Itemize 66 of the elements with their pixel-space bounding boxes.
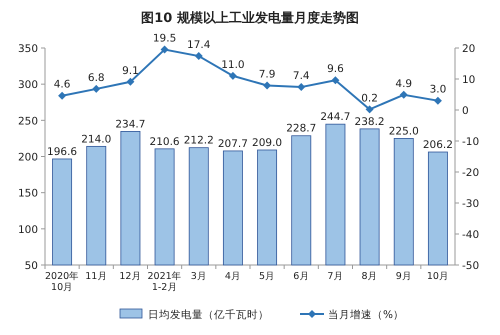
data-label: 209.0	[252, 136, 282, 149]
data-label: 234.7	[115, 118, 146, 130]
data-label: 17.4	[187, 39, 211, 52]
x-tick-label: 8月	[362, 271, 378, 282]
x-tick-label: 3月	[190, 271, 207, 282]
point	[263, 82, 272, 90]
x-tick-label: 2021年 1-2月	[147, 270, 182, 293]
y-tick-label: 350	[18, 43, 38, 55]
data-label: 19.5	[152, 32, 176, 45]
y-tick-label: 300	[18, 79, 38, 92]
y2-tick-label: -40	[462, 229, 480, 241]
point	[297, 83, 306, 92]
data-label: 225.0	[388, 125, 419, 138]
y2-tick-label: 10	[462, 74, 476, 86]
y2-tick-label: 0	[462, 105, 469, 117]
point	[160, 46, 169, 54]
y2-tick-label: 20	[462, 43, 476, 55]
data-label: 7.4	[292, 70, 310, 82]
data-label: 6.8	[88, 72, 105, 84]
data-label: 214.0	[81, 133, 112, 146]
y2-tick-label: -20	[462, 167, 480, 179]
y-tick-label: 50	[24, 260, 38, 272]
data-label: 244.7	[320, 111, 350, 124]
point	[331, 76, 340, 84]
x-tick-label: 2020年 10月	[44, 270, 80, 293]
point	[194, 52, 203, 60]
data-label: 228.7	[286, 122, 316, 135]
data-label: 196.6	[47, 146, 78, 158]
x-tick-label: 12月	[119, 271, 142, 282]
point	[126, 78, 134, 86]
point	[92, 84, 100, 93]
y2-tick-label: -30	[462, 198, 480, 210]
data-label: 212.2	[184, 134, 214, 147]
x-tick-label: 6月	[293, 271, 310, 282]
data-label: 9.1	[122, 64, 139, 77]
data-label: 207.7	[218, 138, 248, 150]
data-label: 210.6	[150, 136, 180, 148]
y2-tick-label: -10	[462, 136, 480, 148]
x-tick-label: 9月	[396, 271, 412, 282]
point	[228, 72, 237, 80]
y2-tick-label: -50	[462, 260, 480, 272]
x-tick-label: 5月	[259, 271, 276, 282]
x-tick-label: 7月	[327, 271, 344, 282]
x-tick-label: 11月	[85, 271, 108, 282]
chart-title: 图10 规模以上工业发电量月度走势图	[141, 10, 359, 26]
y-tick-label: 250	[18, 115, 38, 128]
y-tick-label: 150	[18, 188, 38, 200]
data-label: 11.0	[221, 58, 245, 71]
data-label: 7.9	[258, 68, 276, 81]
x-tick-label: 10月	[426, 271, 449, 282]
data-label: 4.9	[395, 78, 412, 90]
point	[58, 92, 66, 100]
x-tick-label: 4月	[224, 271, 241, 282]
point	[434, 96, 442, 105]
data-label: 9.6	[327, 63, 344, 76]
y-tick-label: 200	[18, 152, 38, 164]
y-tick-label: 100	[18, 224, 38, 236]
data-label: 238.2	[354, 116, 385, 128]
data-label: 206.2	[422, 139, 453, 152]
legend-label: 日均发电量（亿千瓦时）	[148, 308, 269, 321]
data-label: 3.0	[430, 84, 446, 96]
point	[366, 105, 374, 114]
data-label: 0.2	[361, 92, 378, 104]
point	[400, 90, 408, 99]
data-label: 4.6	[54, 78, 71, 91]
legend-label: 当月增速（%）	[328, 308, 404, 321]
